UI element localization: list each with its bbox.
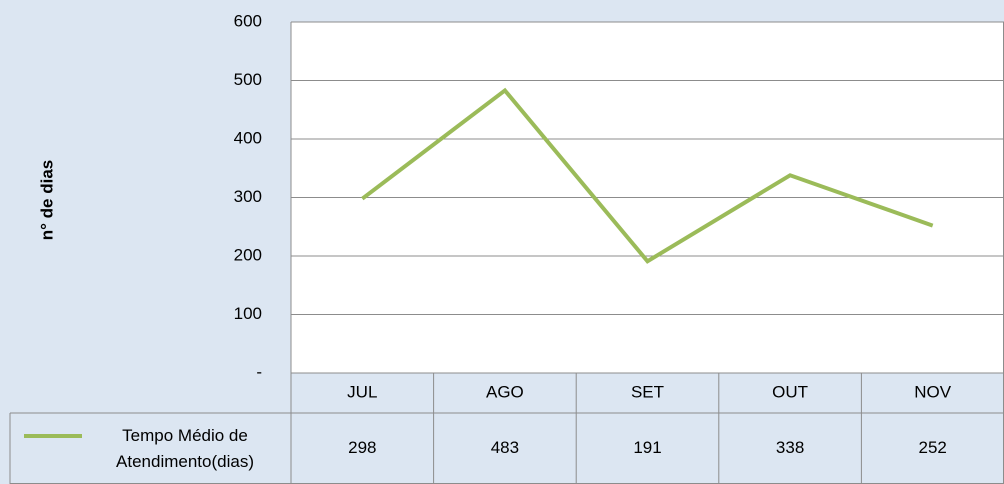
y-tick-label: 500 — [234, 70, 262, 89]
y-tick-label: 200 — [234, 245, 262, 264]
x-tick-label: AGO — [486, 382, 524, 401]
x-tick-label: JUL — [347, 382, 377, 401]
table-value: 298 — [348, 438, 376, 457]
table-value: 252 — [919, 438, 947, 457]
y-tick-label: - — [256, 362, 262, 381]
y-axis-label: n° de dias — [37, 160, 56, 240]
y-tick-label: 600 — [234, 11, 262, 30]
y-tick-label: 300 — [234, 187, 262, 206]
y-tick-label: 100 — [234, 304, 262, 323]
table-value: 191 — [633, 438, 661, 457]
legend-label: Tempo Médio de Atendimento(dias) — [116, 426, 254, 471]
y-tick-label: 400 — [234, 128, 262, 147]
x-tick-label: OUT — [772, 382, 808, 401]
table-value: 338 — [776, 438, 804, 457]
x-tick-label: SET — [631, 382, 664, 401]
table-value: 483 — [491, 438, 519, 457]
x-tick-label: NOV — [914, 382, 952, 401]
data-line — [361, 87, 934, 264]
